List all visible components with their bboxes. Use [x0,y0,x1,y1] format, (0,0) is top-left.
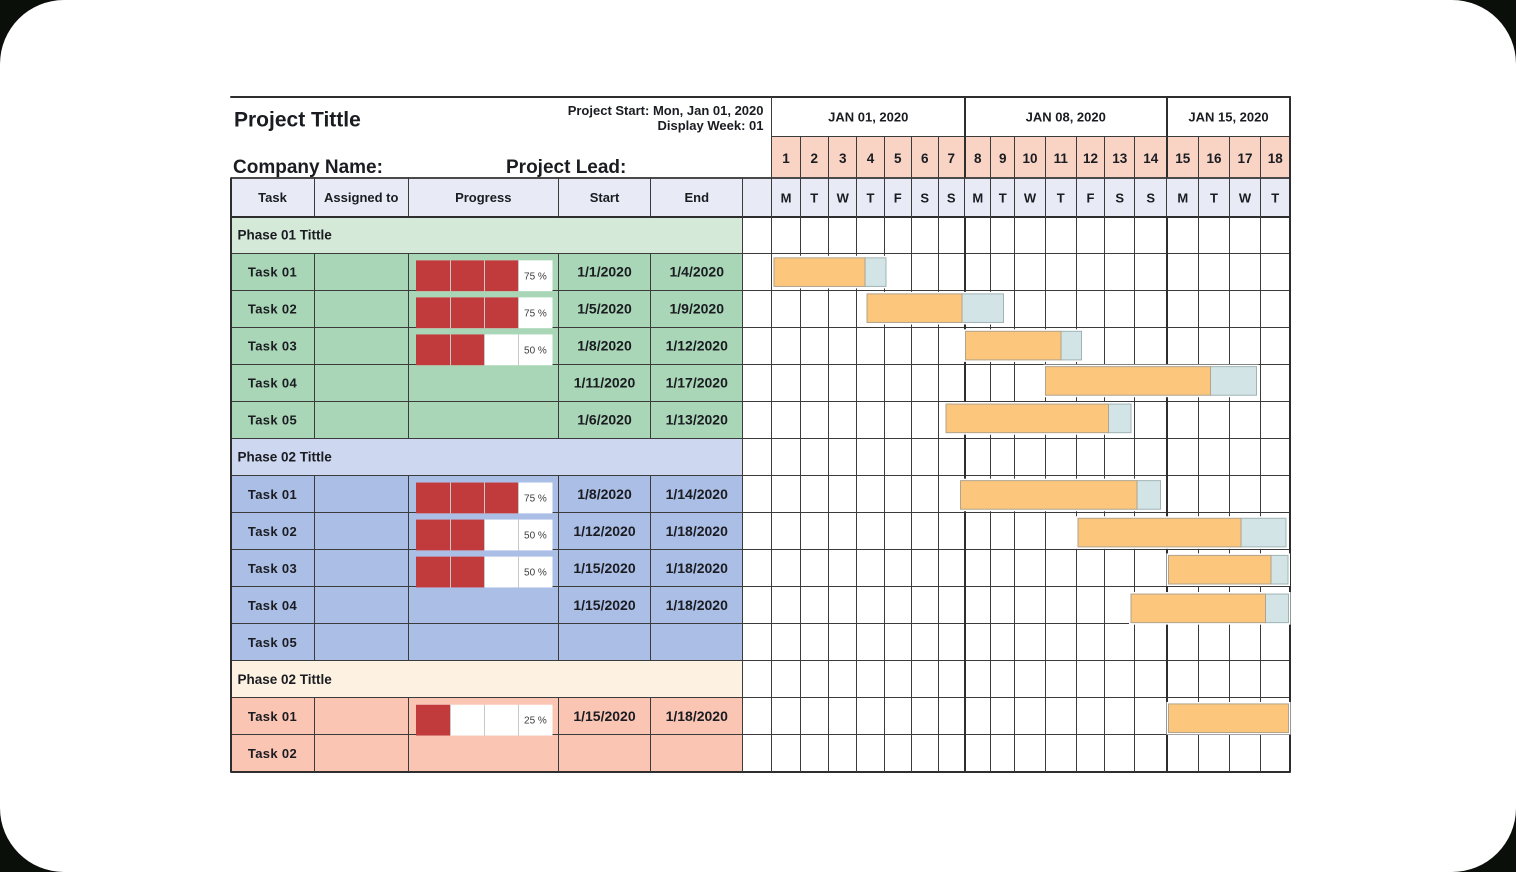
svg-text:1/15/2020: 1/15/2020 [573,708,635,724]
svg-text:W: W [1024,191,1037,206]
svg-text:Project Start: Mon, Jan 01, 20: Project Start: Mon, Jan 01, 2020 [568,103,764,118]
svg-text:8: 8 [974,151,982,166]
svg-text:75 %: 75 % [524,271,547,282]
svg-text:1/15/2020: 1/15/2020 [573,597,635,613]
svg-text:Task 04: Task 04 [248,598,298,613]
svg-text:S: S [1115,191,1124,206]
svg-text:Assigned to: Assigned to [324,190,398,205]
svg-text:Task 01: Task 01 [248,709,297,724]
svg-text:1/12/2020: 1/12/2020 [573,523,635,539]
svg-text:50 %: 50 % [524,530,547,541]
svg-text:1/14/2020: 1/14/2020 [666,486,728,502]
svg-text:Phase 02 Tittle: Phase 02 Tittle [238,450,333,465]
svg-text:Phase 02 Tittle: Phase 02 Tittle [238,672,333,687]
svg-text:JAN 15, 2020: JAN 15, 2020 [1188,110,1268,125]
svg-text:Task 05: Task 05 [248,635,297,650]
svg-text:Phase 01 Tittle: Phase 01 Tittle [238,228,333,243]
svg-text:1/13/2020: 1/13/2020 [666,412,728,428]
svg-text:Task 02: Task 02 [248,302,297,317]
svg-text:25 %: 25 % [524,716,547,727]
svg-text:T: T [867,191,875,206]
svg-text:15: 15 [1175,151,1191,166]
svg-text:Task 01: Task 01 [248,487,297,502]
svg-text:18: 18 [1268,151,1284,166]
svg-text:Progress: Progress [455,190,511,205]
svg-text:1: 1 [782,151,790,166]
svg-text:Task 03: Task 03 [248,339,297,354]
svg-text:14: 14 [1143,151,1159,166]
svg-text:1/18/2020: 1/18/2020 [666,560,728,576]
svg-text:JAN 08, 2020: JAN 08, 2020 [1026,110,1106,125]
svg-text:Task 03: Task 03 [248,561,297,576]
svg-text:Task 02: Task 02 [248,524,297,539]
svg-text:Project Lead:: Project Lead: [506,157,626,178]
svg-text:T: T [810,191,818,206]
svg-text:End: End [684,190,709,205]
svg-text:Display Week: 01: Display Week: 01 [658,118,764,133]
svg-text:2: 2 [810,151,818,166]
svg-text:M: M [781,191,792,206]
svg-text:11: 11 [1054,151,1069,166]
svg-text:1/17/2020: 1/17/2020 [666,375,728,391]
svg-text:1/11/2020: 1/11/2020 [574,375,636,391]
svg-text:Project Tittle: Project Tittle [234,109,361,132]
svg-text:JAN 01, 2020: JAN 01, 2020 [828,110,908,125]
svg-text:F: F [1087,191,1095,206]
svg-text:12: 12 [1083,151,1098,166]
svg-text:1/18/2020: 1/18/2020 [666,597,728,613]
svg-text:50 %: 50 % [524,568,547,579]
svg-text:1/4/2020: 1/4/2020 [670,264,725,280]
svg-text:7: 7 [947,151,955,166]
svg-text:W: W [837,191,850,206]
svg-text:M: M [972,191,983,206]
svg-text:Start: Start [590,190,620,205]
svg-text:1/1/2020: 1/1/2020 [577,264,632,280]
svg-text:W: W [1239,191,1252,206]
svg-text:F: F [894,191,902,206]
svg-text:1/12/2020: 1/12/2020 [666,338,728,354]
svg-text:50 %: 50 % [524,345,547,356]
svg-text:T: T [999,191,1007,206]
svg-text:1/9/2020: 1/9/2020 [670,301,725,317]
svg-text:3: 3 [839,151,847,166]
svg-text:4: 4 [867,151,875,166]
svg-text:10: 10 [1022,151,1037,166]
svg-text:T: T [1271,191,1279,206]
svg-text:M: M [1177,191,1188,206]
svg-text:Task 01: Task 01 [248,265,297,280]
svg-text:Task 05: Task 05 [248,413,297,428]
svg-text:1/8/2020: 1/8/2020 [577,486,632,502]
svg-text:75 %: 75 % [524,493,547,504]
svg-text:Task 04: Task 04 [248,376,298,391]
svg-text:Task: Task [258,190,287,205]
svg-text:1/5/2020: 1/5/2020 [577,301,632,317]
svg-text:16: 16 [1206,151,1222,166]
svg-text:75 %: 75 % [524,308,547,319]
svg-text:S: S [920,191,929,206]
svg-text:Task 02: Task 02 [248,746,297,761]
svg-text:1/15/2020: 1/15/2020 [573,560,635,576]
svg-text:17: 17 [1237,151,1252,166]
svg-text:13: 13 [1112,151,1128,166]
svg-text:9: 9 [999,151,1007,166]
svg-text:1/6/2020: 1/6/2020 [577,412,632,428]
svg-text:Company Name:: Company Name: [233,157,383,178]
svg-text:T: T [1210,191,1218,206]
svg-text:6: 6 [921,151,929,166]
svg-text:1/18/2020: 1/18/2020 [666,708,728,724]
svg-text:T: T [1057,191,1065,206]
svg-text:S: S [947,191,956,206]
svg-text:1/8/2020: 1/8/2020 [577,338,632,354]
svg-text:S: S [1146,191,1155,206]
svg-text:5: 5 [894,151,902,166]
svg-text:1/18/2020: 1/18/2020 [666,523,728,539]
